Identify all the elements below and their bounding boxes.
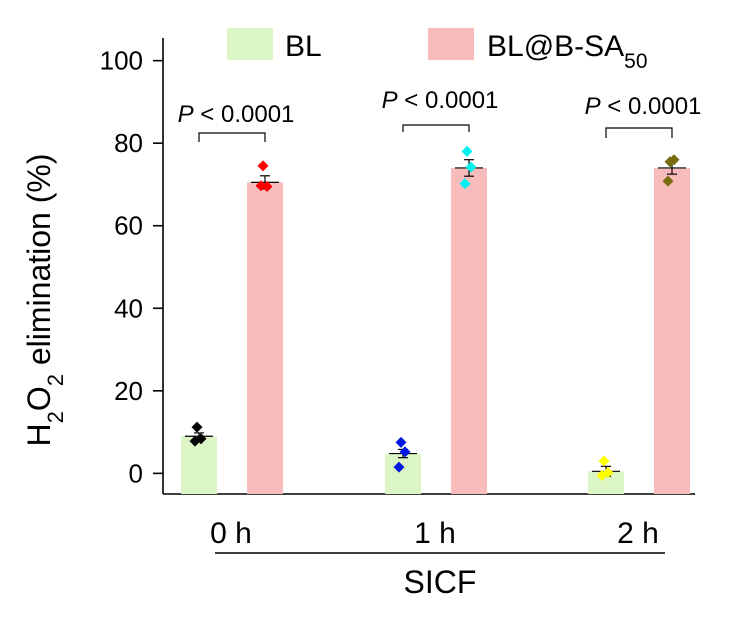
x-axis-label: SICF (404, 564, 477, 600)
significance-bracket (402, 124, 470, 132)
y-tick-label: 20 (114, 376, 143, 406)
significance-bracket (198, 132, 266, 142)
y-axis-label: H2O2 elimination (%) (21, 153, 68, 446)
data-point (461, 145, 473, 157)
y-tick-label: 40 (114, 293, 143, 323)
data-point (459, 178, 471, 190)
data-point (191, 421, 203, 433)
data-point (399, 446, 411, 458)
x-category-label: 1 h (414, 517, 456, 550)
significance-bracket (605, 127, 673, 138)
y-tick-label: 80 (114, 128, 143, 158)
legend-swatch (428, 28, 474, 60)
y-tick-label: 100 (100, 46, 143, 76)
bar-bl-b-sa-1 (451, 167, 487, 495)
data-point (668, 154, 680, 166)
data-point (662, 175, 674, 187)
data-point (257, 160, 269, 172)
bar-bl-1 (385, 453, 421, 494)
bar-bl-b-sa-0 (247, 182, 283, 494)
p-value-label: P < 0.0001 (382, 87, 499, 114)
p-value-label: P < 0.0001 (585, 93, 702, 120)
p-value-label: P < 0.0001 (178, 101, 295, 128)
legend-swatch (227, 28, 273, 60)
data-point (255, 180, 267, 192)
bar-bl-2 (588, 471, 624, 494)
x-category-label: 0 h (210, 517, 252, 550)
y-tick-label: 0 (129, 458, 143, 488)
legend-label: BL@B-SA50 (487, 30, 648, 73)
y-tick-label: 60 (114, 211, 143, 241)
x-category-label: 2 h (617, 517, 659, 550)
bar-bl-b-sa-2 (654, 167, 690, 495)
data-point (465, 161, 477, 173)
data-point (189, 435, 201, 447)
bar-bl-0 (181, 436, 217, 494)
data-point (596, 469, 608, 481)
data-point (393, 461, 405, 473)
data-point (395, 436, 407, 448)
legend-label: BL (285, 30, 322, 63)
data-point (598, 455, 610, 467)
